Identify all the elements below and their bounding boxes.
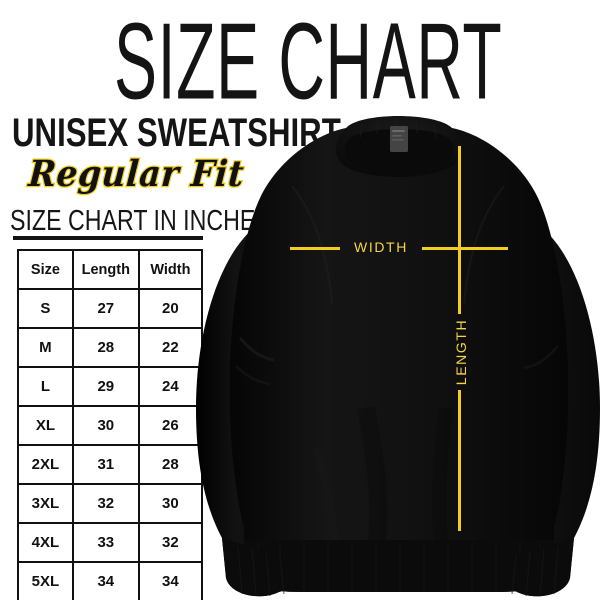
width-measure-label: WIDTH	[354, 239, 408, 255]
cell-size: M	[17, 327, 74, 368]
cell-length: 34	[71, 561, 140, 600]
length-measure-line-top	[458, 146, 461, 314]
width-measure-line-right	[422, 247, 508, 250]
cell-width: 24	[137, 366, 204, 407]
cell-size: 2XL	[17, 444, 74, 485]
table-row: S 27 20	[17, 288, 204, 329]
table-row: M 28 22	[17, 327, 204, 368]
cell-length: 33	[71, 522, 140, 563]
cell-width: 32	[137, 522, 204, 563]
sweatshirt-image	[196, 108, 600, 600]
cell-length: 32	[71, 483, 140, 524]
cell-length: 27	[71, 288, 140, 329]
column-header-width: Width	[137, 249, 204, 290]
cell-size: 4XL	[17, 522, 74, 563]
column-header-size: Size	[17, 249, 74, 290]
cell-length: 29	[71, 366, 140, 407]
cell-width: 28	[137, 444, 204, 485]
cell-width: 22	[137, 327, 204, 368]
table-row: 3XL 32 30	[17, 483, 204, 524]
page-title: SIZE CHART	[114, 1, 503, 123]
cell-size: 5XL	[17, 561, 74, 600]
garment-type-heading: UNISEX SWEATSHIRT	[12, 111, 341, 155]
cell-size: XL	[17, 405, 74, 446]
cell-length: 31	[71, 444, 140, 485]
table-row: 4XL 33 32	[17, 522, 204, 563]
cell-width: 26	[137, 405, 204, 446]
cell-width: 20	[137, 288, 204, 329]
size-chart-table: Size Length Width S 27 20 M 28 22 L 29 2…	[17, 249, 204, 600]
table-row: 5XL 34 34	[17, 561, 204, 600]
units-heading-underline	[13, 236, 203, 240]
column-header-length: Length	[71, 249, 140, 290]
width-measure-line-left	[290, 247, 340, 250]
cell-size: L	[17, 366, 74, 407]
cell-size: 3XL	[17, 483, 74, 524]
cell-size: S	[17, 288, 74, 329]
table-row: 2XL 31 28	[17, 444, 204, 485]
length-measure-label: LENGTH	[453, 318, 469, 386]
table-row: L 29 24	[17, 366, 204, 407]
cell-length: 28	[71, 327, 140, 368]
cell-width: 30	[137, 483, 204, 524]
table-row: XL 30 26	[17, 405, 204, 446]
units-heading: SIZE CHART IN INCHES	[10, 205, 271, 237]
table-header-row: Size Length Width	[17, 249, 204, 290]
cell-width: 34	[137, 561, 204, 600]
length-measure-line-bottom	[458, 390, 461, 531]
cell-length: 30	[71, 405, 140, 446]
